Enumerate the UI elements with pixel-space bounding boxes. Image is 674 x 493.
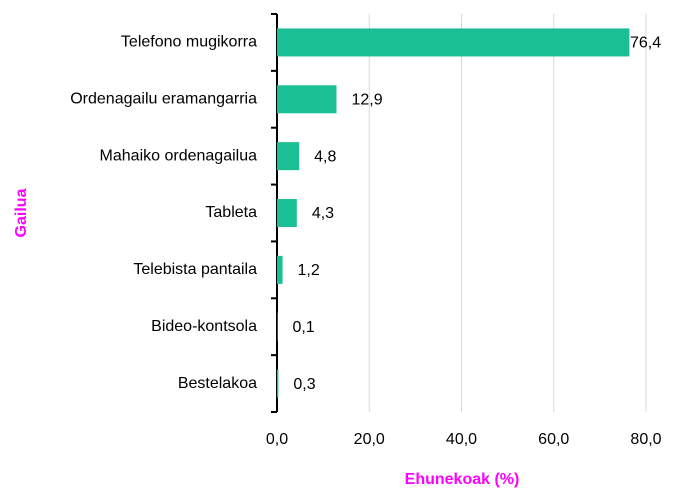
- x-tick-label: 60,0: [538, 431, 569, 448]
- data-label: 0,3: [293, 376, 315, 393]
- bar: [277, 142, 300, 171]
- x-tick-label: 40,0: [446, 431, 477, 448]
- bar: [277, 28, 630, 57]
- data-label: 0,1: [292, 319, 314, 336]
- y-tick-label: Tableta: [205, 204, 257, 221]
- x-tick-label: 20,0: [354, 431, 385, 448]
- y-axis-title: Gailua: [13, 188, 30, 237]
- bar: [277, 369, 279, 398]
- y-tick-label: Telebista pantaila: [133, 261, 257, 278]
- y-tick-label: Bestelakoa: [178, 375, 257, 392]
- x-tick-label: 0,0: [266, 431, 288, 448]
- data-label: 12,9: [352, 92, 383, 109]
- y-tick-label: Ordenagailu eramangarria: [70, 91, 257, 108]
- y-tick-label: Telefono mugikorra: [121, 34, 257, 51]
- bar: [277, 85, 337, 114]
- data-label: 1,2: [298, 262, 320, 279]
- data-label: 4,3: [312, 205, 334, 222]
- x-axis-title: Ehunekoak (%): [405, 471, 520, 488]
- data-label: 76,4: [630, 35, 661, 52]
- y-tick-label: Bideo-kontsola: [151, 318, 257, 335]
- y-tick-label: Mahaiko ordenagailua: [100, 147, 258, 164]
- bar: [277, 199, 297, 227]
- data-label: 4,8: [314, 148, 336, 165]
- x-tick-label: 80,0: [630, 431, 661, 448]
- bar: [277, 255, 283, 284]
